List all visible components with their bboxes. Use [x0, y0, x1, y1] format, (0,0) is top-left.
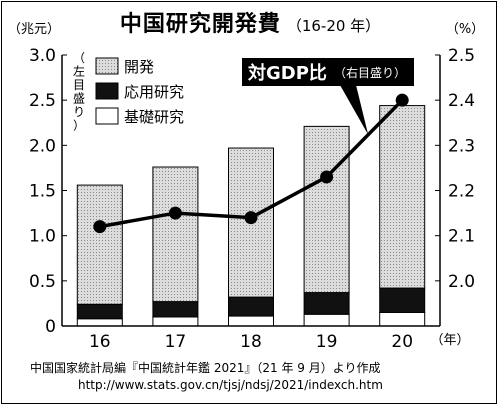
bar-1-20: [379, 287, 426, 313]
legend-label: 基礎研究: [124, 108, 184, 126]
bar-0-17: [152, 316, 199, 327]
legend-label: 開発: [124, 58, 154, 76]
y-right-unit: （%）: [446, 22, 484, 37]
gdp-ratio-point: [320, 170, 334, 184]
y-left-tick-label: 1.5: [29, 182, 56, 202]
gdp-callout: 対GDP比 （右目盛り）: [242, 58, 414, 135]
chart-title: 中国研究開発費: [119, 12, 281, 37]
gdp-ratio-point: [244, 211, 258, 225]
y-right-tick-label: 2.1: [448, 227, 475, 247]
x-tick-label: 18: [240, 332, 262, 352]
chart-subtitle: （16-20 年）: [286, 17, 381, 35]
bar-2-19: [303, 125, 350, 294]
bar-1-16: [76, 303, 123, 320]
bar-1-18: [228, 296, 274, 317]
bar-0-18: [228, 315, 274, 327]
x-axis-unit: （年）: [430, 333, 469, 348]
y-left-tick-label: 3.0: [29, 46, 56, 66]
y-right-tick-label: 2.5: [448, 46, 475, 66]
y-right-tick-label: 2.2: [448, 182, 475, 202]
bar-2-17: [152, 166, 199, 303]
y-right-tick-label: 2.3: [448, 136, 475, 156]
y-left-scale-note: （左目盛り）: [73, 51, 85, 133]
callout-pointer: [340, 85, 369, 135]
x-tick-label: 19: [316, 332, 338, 352]
title-row: 中国研究開発費 （16-20 年）: [0, 6, 500, 38]
callout-series-name: 対GDP比: [247, 62, 327, 84]
bar-0-16: [76, 318, 123, 327]
y-right-tick-label: 2.4: [448, 91, 475, 111]
x-tick-label: 16: [89, 332, 111, 352]
gdp-ratio-point: [93, 220, 107, 234]
y-left-unit: （兆元）: [8, 22, 60, 37]
callout-scale-note: （右目盛り）: [334, 65, 406, 80]
legend-label: 応用研究: [124, 83, 184, 101]
y-left-tick-label: 0.5: [29, 272, 56, 292]
bar-2-16: [76, 184, 123, 305]
bar-1-19: [303, 292, 350, 315]
x-tick-label: 20: [391, 332, 413, 352]
source-note: 中国国家統計局編『中国統計年鑑 2021』（21 年 9 月）より作成: [30, 361, 381, 375]
bar-0-20: [379, 311, 426, 327]
bar-1-17: [152, 301, 199, 318]
bar-2-20: [379, 105, 426, 289]
callout-box: [242, 58, 414, 86]
axes-layer: 0 0.5 1.0 1.5 2.0 2.5 3.0 2.0 2.1 2.2 2.3 2.4 2.5 16 1…: [8, 22, 484, 352]
y-left-tick-label: 0: [45, 317, 56, 337]
y-right-tick-label: 2.0: [448, 272, 475, 292]
y-left-tick-label: 1.0: [29, 227, 56, 247]
legend-swatch: [95, 107, 119, 125]
gdp-line-layer: [93, 93, 409, 234]
gdp-ratio-point: [168, 206, 182, 220]
legend-swatch: [95, 57, 119, 75]
legend-swatch: [95, 82, 119, 100]
y-left-tick-label: 2.0: [29, 136, 56, 156]
bar-0-19: [303, 313, 350, 327]
y-left-tick-label: 2.5: [29, 91, 56, 111]
source-url: http://www.stats.gov.cn/tjsj/ndsj/2021/i…: [78, 378, 383, 392]
gdp-ratio-point: [395, 93, 409, 107]
bars-layer: [76, 105, 426, 327]
x-tick-label: 17: [165, 332, 187, 352]
